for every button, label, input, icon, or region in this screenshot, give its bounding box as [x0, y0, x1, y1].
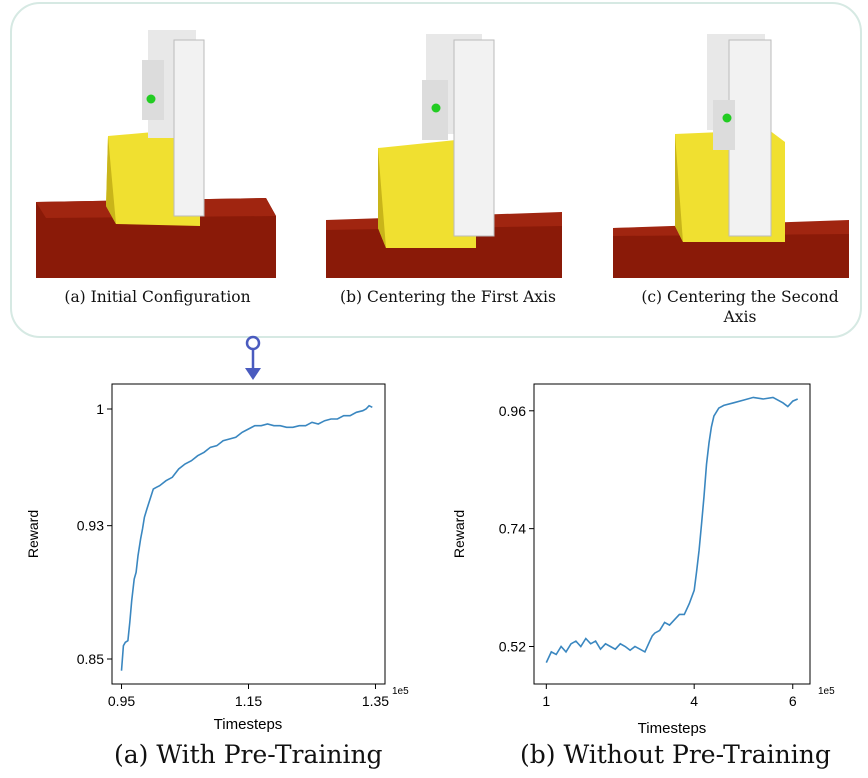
panel-caption-c: (c) Centering the Second Axis — [641, 288, 839, 326]
plot-frame — [533, 383, 811, 685]
y-tick-label: 1 — [96, 401, 104, 417]
y-tick-label: 0.96 — [499, 403, 526, 419]
y-tick-label: 0.93 — [77, 518, 104, 534]
panel-caption-b: (b) Centering the First Axis — [340, 288, 556, 306]
sim-image-centering-second-axis — [613, 34, 849, 278]
x-multiplier-label: 1e5 — [392, 686, 409, 697]
x-multiplier-label: 1e5 — [818, 686, 835, 697]
x-tick-label: 0.95 — [108, 693, 135, 709]
x-tick-label: 1.35 — [362, 693, 389, 709]
x-tick-label: 1.15 — [235, 693, 262, 709]
sim-image-initial-configuration — [36, 30, 276, 278]
reward-line — [545, 396, 799, 663]
connector-arrow-icon — [245, 335, 261, 380]
x-tick-label: 1 — [542, 693, 550, 709]
plot-frame — [111, 383, 386, 685]
panel-caption-a: (a) Initial Configuration — [64, 288, 251, 306]
y-tick-label: 0.74 — [499, 521, 526, 537]
y-axis-label: Reward — [451, 510, 467, 558]
x-tick-label: 4 — [690, 693, 698, 709]
x-axis-label: Timesteps — [214, 716, 283, 733]
y-axis-label: Reward — [25, 510, 41, 558]
sim-image-centering-first-axis — [326, 34, 562, 278]
x-tick-label: 6 — [789, 693, 797, 709]
figure-caption-b: (b) Without Pre-Training — [520, 740, 831, 769]
chart-without-pretraining: 0.52 0.74 0.96 1 4 6 Reward Timesteps 1e5 — [451, 383, 835, 737]
figure-caption-a: (a) With Pre-Training — [114, 740, 383, 769]
y-tick-label: 0.52 — [499, 639, 526, 655]
reward-line — [120, 404, 373, 671]
chart-with-pretraining: 0.850.931 0.95 1.15 1.35 Reward Timesteps … — [25, 383, 409, 733]
y-tick-label: 0.85 — [77, 651, 104, 667]
x-axis-label: Timesteps — [638, 720, 707, 737]
